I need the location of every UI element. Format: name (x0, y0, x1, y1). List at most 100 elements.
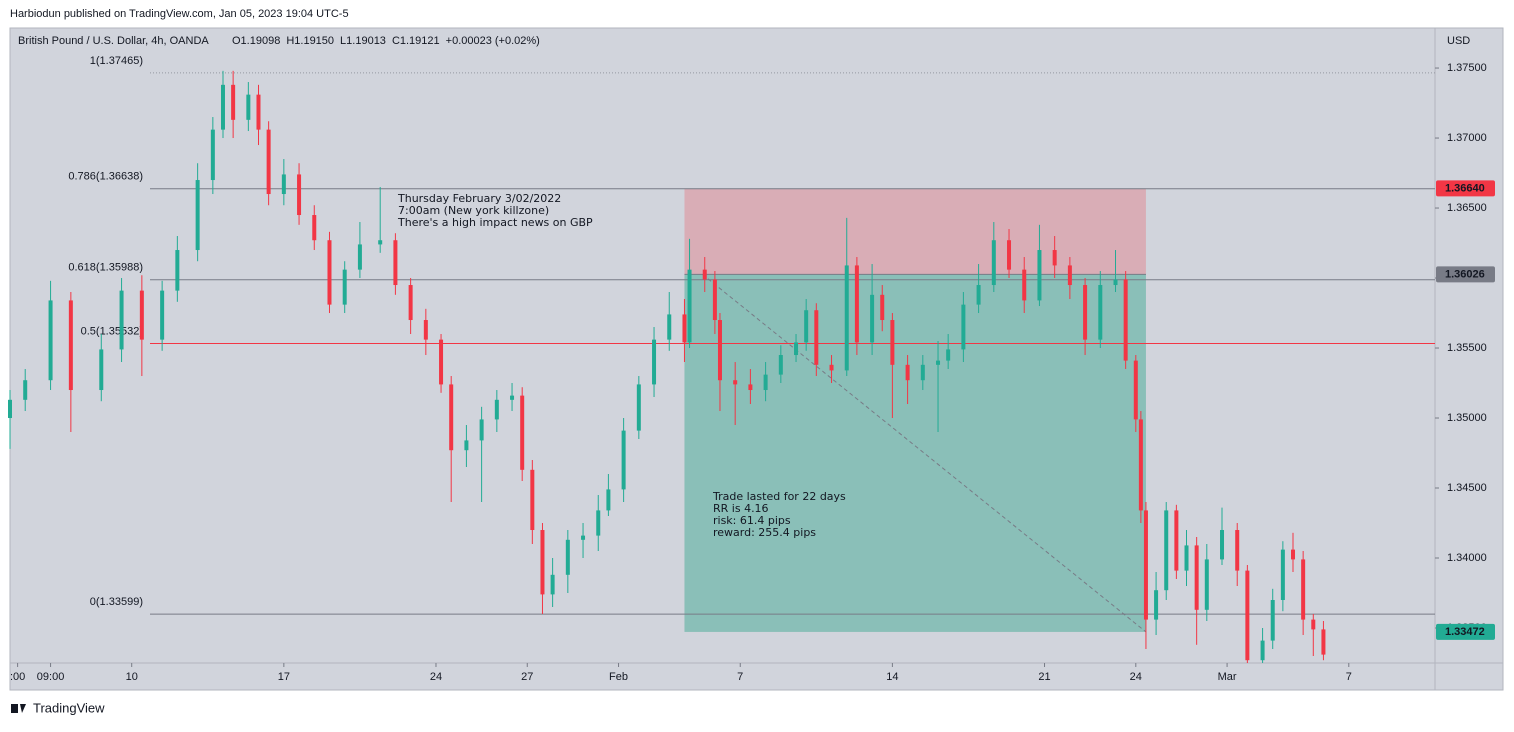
candle-body (312, 215, 317, 241)
ohlc-value: L1.19013 (340, 35, 386, 47)
candle-body (494, 399, 499, 420)
candle-body (1174, 510, 1179, 571)
candle-body (936, 360, 941, 365)
y-tick-label: 1.35500 (1447, 342, 1487, 354)
candle-body (1260, 640, 1265, 661)
x-tick-label: 24 (430, 671, 442, 683)
price-label-box (1436, 180, 1495, 197)
x-tick-label: :00 (10, 671, 25, 683)
candle-body (1037, 250, 1042, 301)
symbol-title: British Pound / U.S. Dollar, 4h, OANDA (18, 35, 209, 47)
candle-body (220, 84, 225, 130)
candle-body (195, 180, 200, 251)
candle-body (1007, 240, 1012, 270)
candle-body (748, 384, 753, 391)
candle-body (814, 310, 819, 365)
y-tick-label: 1.34500 (1447, 482, 1487, 494)
candle-body (1311, 619, 1316, 630)
candle-body (464, 440, 469, 451)
price-label: 1.33472 (1445, 626, 1485, 638)
candle-body (844, 265, 849, 371)
candle-body (1067, 265, 1072, 286)
fib-label: 0(1.33599) (90, 596, 143, 608)
candle-body (479, 419, 484, 441)
candle-body (246, 94, 251, 120)
candle-body (48, 300, 53, 381)
price-label: 1.36026 (1445, 268, 1485, 280)
candle-body (68, 300, 73, 391)
candle-body (636, 384, 641, 431)
candle-body (687, 269, 692, 343)
candle-body (540, 530, 545, 595)
y-tick-label: 1.37500 (1447, 62, 1487, 74)
candle-body (682, 314, 687, 343)
candle-body (1291, 549, 1296, 560)
candle-body (1098, 285, 1103, 340)
y-tick-label: 1.35000 (1447, 412, 1487, 424)
candle-body (829, 364, 834, 371)
candle-body (530, 469, 535, 531)
candle-body (1270, 600, 1275, 641)
fib-label: 0.618(1.35988) (68, 262, 143, 274)
annotation-line: reward: 255.4 pips (713, 526, 816, 539)
candle-body (920, 364, 925, 381)
candle-body (8, 399, 12, 419)
candle-body (327, 240, 332, 305)
candle-body (1321, 629, 1326, 655)
candle-body (1138, 419, 1143, 511)
candle-body (890, 320, 895, 365)
x-tick-label: 7 (1346, 671, 1352, 683)
footer-brand: TradingView (33, 700, 105, 715)
candle-body (621, 430, 626, 490)
candle-body (423, 320, 428, 340)
candle-body (1280, 549, 1285, 601)
candle-body (393, 240, 398, 286)
ohlc-value: O1.19098 (232, 35, 280, 47)
risk-zone (684, 188, 1146, 275)
candle-body (1204, 559, 1209, 610)
x-tick-label: 10 (126, 671, 138, 683)
candle-body (794, 342, 799, 356)
candle-body (378, 240, 383, 245)
y-tick-label: 1.37000 (1447, 132, 1487, 144)
candle-body (342, 269, 347, 305)
candle-body (1133, 360, 1138, 420)
price-label-box (1436, 623, 1495, 640)
price-label-box (1436, 266, 1495, 283)
x-tick-label: Mar (1218, 671, 1237, 683)
candle-body (712, 279, 717, 321)
fib-label: 0.5(1.35532) (81, 325, 143, 337)
candle-body (1052, 250, 1057, 266)
annotation-line: risk: 61.4 pips (713, 514, 791, 527)
candle-body (1083, 285, 1088, 340)
x-tick-label: 21 (1038, 671, 1050, 683)
candle-body (520, 395, 525, 470)
candle-body (175, 250, 180, 291)
ohlc-value: C1.19121 (392, 35, 440, 47)
candle-body (596, 510, 601, 536)
x-tick-label: 17 (278, 671, 290, 683)
candle-body (281, 174, 286, 195)
ohlc-value: +0.00023 (+0.02%) (446, 35, 540, 47)
candle-body (1301, 559, 1306, 620)
candle-body (231, 84, 236, 120)
currency-label: USD (1447, 35, 1470, 47)
trade-path (702, 273, 1147, 633)
candle-body (408, 285, 413, 321)
candle-body (1245, 570, 1250, 661)
candle-body (565, 539, 570, 575)
candle-body (778, 355, 783, 375)
candle-body (606, 489, 611, 511)
candle-body (256, 94, 261, 130)
y-tick-label: 1.36500 (1447, 202, 1487, 214)
candle-body (449, 384, 454, 451)
candle-body (581, 535, 586, 540)
candle-body (946, 349, 951, 361)
candle-body (733, 380, 738, 385)
candle-body (870, 294, 875, 343)
candle-body (1184, 545, 1189, 571)
annotation-line: Trade lasted for 22 days (712, 490, 846, 503)
candle-body (439, 339, 444, 385)
candle-body (1154, 590, 1159, 620)
